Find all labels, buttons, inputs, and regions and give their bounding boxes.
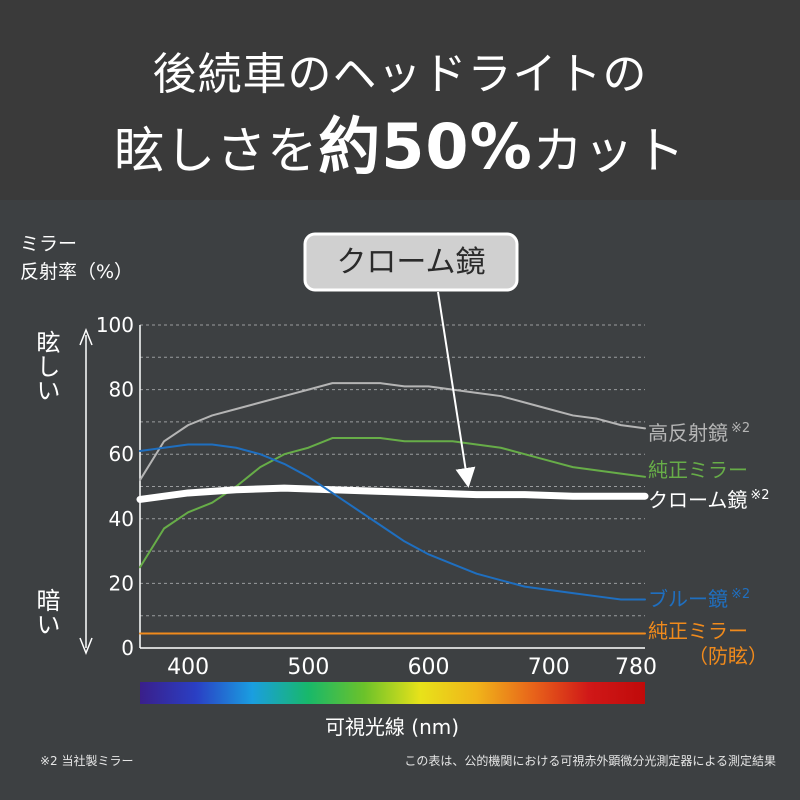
- series-label-line-2: （防眩）: [688, 644, 768, 668]
- x-tick-label: 780: [615, 655, 657, 680]
- x-tick-label: 400: [167, 655, 209, 680]
- series-line: [139, 443, 646, 601]
- series-line: [139, 382, 646, 482]
- x-tick-label: 500: [287, 655, 329, 680]
- y-tick-label: 20: [109, 571, 134, 595]
- x-axis-label: 可視光線 (nm): [325, 715, 459, 739]
- callout-box: [303, 232, 519, 292]
- series-label: 純正ミラー: [648, 619, 748, 643]
- header-banner: 後続車のヘッドライトの 眩しさを約50%カット: [0, 0, 800, 200]
- y-axis-label-line-2: 反射率（%）: [20, 261, 133, 283]
- headline-line-2: 眩しさを約50%カット: [0, 96, 800, 186]
- headline-post: カット: [532, 122, 686, 180]
- glare-high-label: 眩しい: [32, 330, 60, 402]
- series-label: 純正ミラー: [648, 458, 748, 482]
- y-tick-label: 40: [109, 507, 134, 531]
- headline-pre: 眩しさを: [114, 122, 319, 180]
- series-label: クローム鏡 ※2: [648, 488, 770, 512]
- glare-low-label: 暗い: [32, 588, 60, 636]
- gridlines: [140, 324, 645, 617]
- x-tick-label: 600: [408, 655, 450, 680]
- series-note: ※2: [731, 587, 750, 602]
- callout-arrow: [437, 291, 476, 488]
- glare-arrow-up: [79, 327, 93, 346]
- y-tick-label: 60: [109, 442, 134, 466]
- series-line: [136, 484, 649, 503]
- footnote-right: この表は、公的機関における可視赤外顕微分光測定器による測定結果: [404, 754, 776, 768]
- glare-arrow-down: [79, 637, 93, 656]
- x-tick-labels: 400 500 600 700 780: [167, 655, 657, 680]
- x-tick-label: 700: [528, 655, 570, 680]
- callout-label: クローム鏡: [336, 245, 485, 280]
- series-label: 高反射鏡 ※2: [648, 421, 750, 445]
- series-note: ※2: [750, 488, 769, 503]
- series-line: [139, 437, 646, 569]
- series-label: ブルー鏡 ※2: [648, 587, 750, 611]
- headline-line-1: 後続車のヘッドライトの: [152, 49, 648, 100]
- series-lines: [136, 382, 649, 635]
- footnote-left: ※2 当社製ミラー: [40, 754, 134, 768]
- y-tick-label: 100: [96, 313, 134, 337]
- headline-highlight: 約50%: [318, 110, 533, 183]
- visible-spectrum-bar: [140, 682, 645, 704]
- y-axis-label-line-1: ミラー: [20, 233, 77, 255]
- y-tick-labels: 0 20 40 60 80 100: [96, 313, 134, 660]
- y-tick-label: 80: [109, 378, 134, 402]
- y-tick-label: 0: [121, 636, 134, 660]
- series-note: ※2: [731, 421, 750, 436]
